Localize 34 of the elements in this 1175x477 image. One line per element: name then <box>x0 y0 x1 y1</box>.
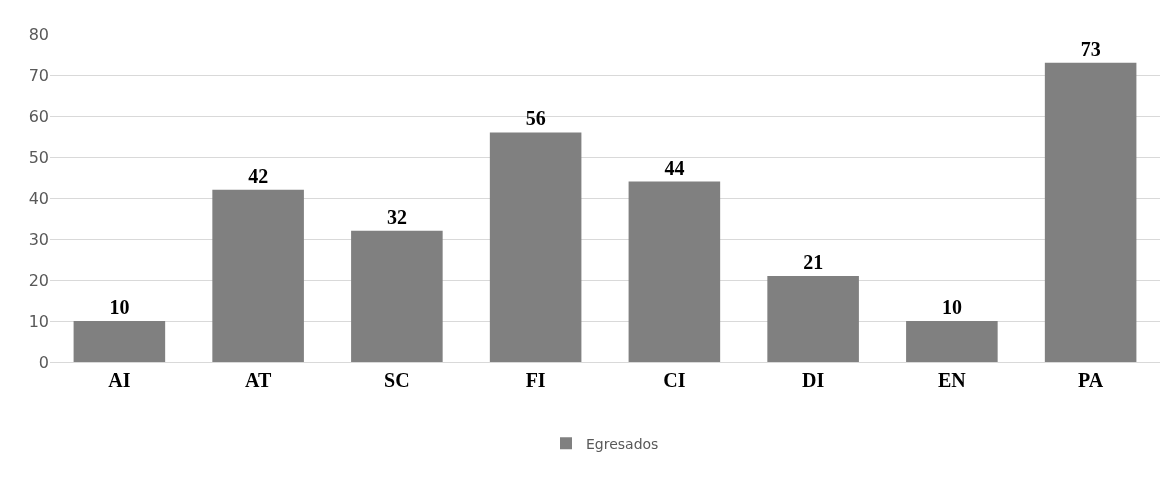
x-tick-label: SC <box>384 369 410 391</box>
x-tick-label: FI <box>525 369 546 391</box>
data-label: 10 <box>941 296 962 318</box>
bar <box>1044 62 1137 362</box>
data-label: 73 <box>1080 37 1101 60</box>
x-tick-label: EN <box>937 369 967 391</box>
x-tick-label: CI <box>663 369 686 391</box>
bar <box>906 321 998 362</box>
bar <box>767 275 859 362</box>
y-tick-label: 40 <box>28 188 49 208</box>
bar <box>212 189 304 362</box>
bar <box>628 181 721 362</box>
y-tick-label: 60 <box>28 106 49 126</box>
bar <box>489 132 582 362</box>
y-tick-label: 0 <box>38 352 49 372</box>
legend-label: Egresados <box>586 435 659 452</box>
y-tick-label: 30 <box>28 229 49 249</box>
data-label: 10 <box>109 296 130 318</box>
data-label: 21 <box>803 250 824 273</box>
data-label: 56 <box>525 107 546 130</box>
x-tick-label: AT <box>244 369 272 391</box>
y-tick-label: 20 <box>28 270 49 290</box>
x-tick-label: PA <box>1078 369 1104 391</box>
bar <box>73 321 166 362</box>
y-tick-label: 10 <box>28 311 49 331</box>
y-tick-label: 50 <box>28 147 49 167</box>
y-tick-label: 70 <box>28 65 49 85</box>
y-tick-label: 80 <box>28 24 49 44</box>
x-tick-label: DI <box>802 369 825 391</box>
data-label: 32 <box>386 205 407 228</box>
bar <box>351 230 443 362</box>
data-label: 42 <box>248 164 269 187</box>
data-label: 44 <box>664 156 685 179</box>
x-tick-label: AI <box>108 369 131 391</box>
